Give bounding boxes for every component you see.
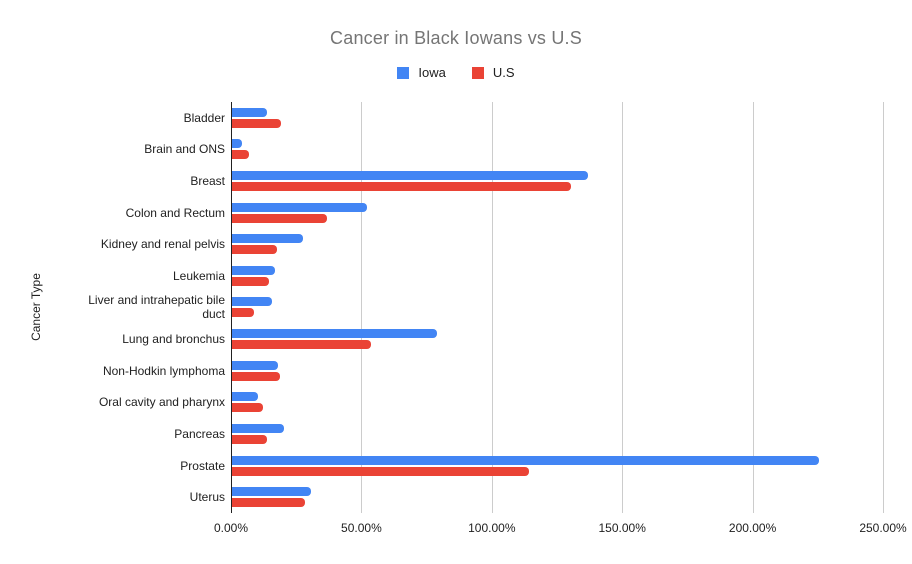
bar-group-breast [232,165,884,197]
bar-iowa-kidney-and-renal-pelvis[interactable] [232,234,303,244]
category-label: Kidney and renal pelvis [100,237,225,252]
bar-u-s-liver-and-intrahepatic-bile-duct[interactable] [232,308,254,318]
bar-group-leukemia [232,260,884,292]
legend-label-iowa: Iowa [418,65,446,80]
category-label: Colon and Rectum [125,205,225,220]
category-label-row: Colon and Rectum [84,197,225,229]
bar-u-s-colon-and-rectum[interactable] [232,213,327,223]
category-label: Pancreas [174,426,225,441]
bar-u-s-leukemia[interactable] [232,276,270,286]
bar-group-colon-and-rectum [232,197,884,229]
bar-u-s-lung-and-bronchus[interactable] [232,340,371,350]
x-axis-tick-label: 50.00% [341,521,382,535]
category-label-row: Leukemia [84,260,225,292]
bar-u-s-oral-cavity-and-pharynx[interactable] [232,403,264,413]
bar-u-s-kidney-and-renal-pelvis[interactable] [232,245,278,255]
legend-label-u-s: U.S [492,65,515,80]
bar-group-liver-and-intrahepatic-bile-duct [232,292,884,324]
category-label-row: Liver and intrahepatic bile duct [84,292,225,324]
category-label: Prostate [180,458,225,473]
x-axis-tick-label: 150.00% [598,521,646,535]
bar-u-s-bladder[interactable] [232,118,282,128]
category-axis-labels: Bladder Brain and ONS Breast Colon and Rect… [84,102,225,513]
x-axis-tick-label: 0.00% [213,521,249,535]
bar-group-lung-and-bronchus [232,323,884,355]
gridline [491,102,493,513]
category-label: Brain and ONS [144,142,225,157]
gridline [622,102,624,513]
gridline [752,102,754,513]
category-label-row: Non-Hodkin lymphoma [84,355,225,387]
x-axis-tick-label: 250.00% [859,521,907,535]
category-label-row: Breast [84,165,225,197]
bar-iowa-non-hodkin-lymphoma[interactable] [232,360,279,370]
gridline [361,102,363,513]
legend-item-u-s: U.S [471,65,515,80]
bar-group-bladder [232,102,884,134]
bar-iowa-oral-cavity-and-pharynx[interactable] [232,392,259,402]
legend-item-iowa: Iowa [397,65,446,80]
y-axis-line [231,102,232,513]
bar-group-non-hodkin-lymphoma [232,355,884,387]
category-label: Uterus [189,490,225,505]
chart-title: Cancer in Black Iowans vs U.S [330,28,582,48]
bar-iowa-uterus[interactable] [232,487,312,497]
category-label: Lung and bronchus [122,332,225,347]
legend-swatch-u-s [471,66,484,79]
bar-iowa-bladder[interactable] [232,107,267,117]
category-label: Bladder [183,110,225,125]
bar-group-uterus [232,481,884,513]
chart-legend: Iowa U.S [0,65,912,80]
category-label-row: Bladder [84,102,225,134]
bar-group-brain-and-ons [232,134,884,166]
x-axis-tick-label: 200.00% [728,521,777,535]
bar-u-s-uterus[interactable] [232,498,306,508]
y-axis-title: Cancer Type [29,273,43,341]
category-label-row: Oral cavity and pharynx [84,387,225,419]
bar-iowa-leukemia[interactable] [232,265,276,275]
bar-u-s-pancreas[interactable] [232,434,267,444]
bar-iowa-lung-and-bronchus[interactable] [232,329,438,339]
bar-iowa-prostate[interactable] [232,455,819,465]
legend-swatch-iowa [397,66,410,79]
category-label: Non-Hodkin lymphoma [102,363,225,378]
category-label-row: Uterus [84,481,225,513]
bar-group-kidney-and-renal-pelvis [232,228,884,260]
category-label-row: Kidney and renal pelvis [84,228,225,260]
category-label: Breast [190,174,225,189]
plot-area [231,102,884,513]
bar-u-s-non-hodkin-lymphoma[interactable] [232,371,280,381]
gridline [883,102,884,513]
bar-u-s-brain-and-ons[interactable] [232,150,249,160]
category-label: Oral cavity and pharynx [98,395,225,410]
x-axis-tick-label: 100.00% [468,521,516,535]
bar-group-oral-cavity-and-pharynx [232,387,884,419]
bar-u-s-prostate[interactable] [232,466,529,476]
bar-iowa-liver-and-intrahepatic-bile-duct[interactable] [232,297,272,307]
category-label-row: Brain and ONS [84,134,225,166]
category-label-row: Pancreas [84,418,225,450]
category-label: Leukemia [172,268,225,283]
category-label-row: Lung and bronchus [84,323,225,355]
bar-iowa-brain-and-ons[interactable] [232,139,242,149]
bar-iowa-pancreas[interactable] [232,423,285,433]
bar-group-prostate [232,450,884,482]
category-label: Liver and intrahepatic bile duct [88,293,225,322]
bar-iowa-colon-and-rectum[interactable] [232,202,367,212]
bar-u-s-breast[interactable] [232,182,571,192]
category-label-row: Prostate [84,450,225,482]
bar-group-pancreas [232,418,884,450]
bar-iowa-breast[interactable] [232,171,588,181]
